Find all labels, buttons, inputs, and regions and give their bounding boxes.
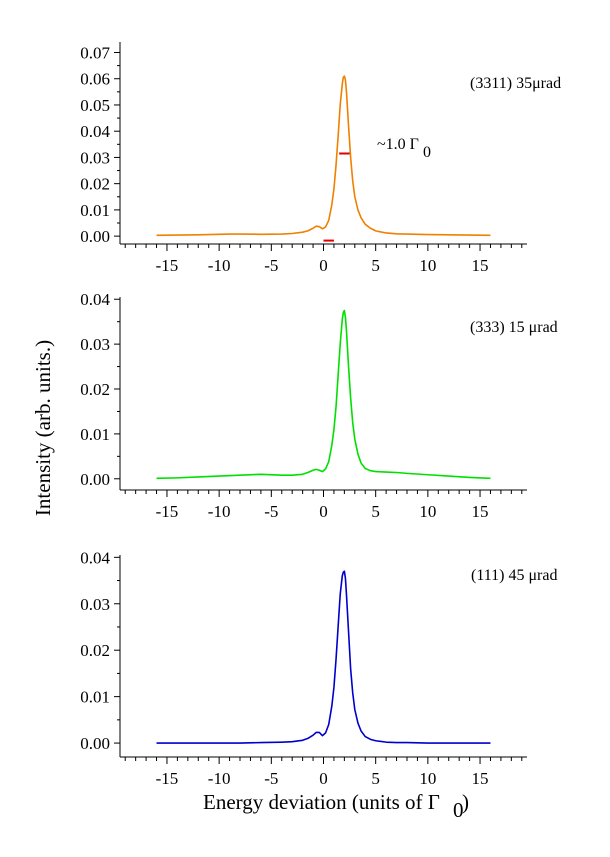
y-tick-label: 0.02 bbox=[80, 175, 110, 194]
fwhm-label-subscript: 0 bbox=[423, 144, 431, 161]
x-tick-label: 0 bbox=[319, 256, 328, 275]
x-tick-label: 15 bbox=[472, 256, 489, 275]
x-tick-label: 5 bbox=[371, 769, 380, 788]
y-tick-label: 0.03 bbox=[80, 335, 110, 354]
x-tick-label: 10 bbox=[419, 769, 436, 788]
x-tick-label: -10 bbox=[208, 502, 231, 521]
x-tick-label: -15 bbox=[156, 256, 179, 275]
x-tick-label: 15 bbox=[472, 502, 489, 521]
panel-111: 0.00 0.01 0.02 0.03 0.04 -15 -10 -5 0 5 10 15 (111) … bbox=[80, 548, 557, 822]
y-tick-label: 0.03 bbox=[80, 148, 110, 167]
x-tick-label: 0 bbox=[319, 502, 328, 521]
x-tick-label: -5 bbox=[264, 502, 278, 521]
x-tick-label: -5 bbox=[264, 256, 278, 275]
x-axis-title-end: ) bbox=[462, 790, 469, 814]
x-axis-title-subscript: 0 bbox=[453, 798, 464, 822]
x-tick-label: 10 bbox=[419, 502, 436, 521]
x-axis-title: Energy deviation (units of Γ bbox=[203, 790, 440, 814]
y-tick-label: 0.04 bbox=[80, 548, 110, 567]
y-tick-label: 0.01 bbox=[80, 425, 110, 444]
fwhm-label: ~1.0 Γ bbox=[377, 136, 419, 153]
x-tick-label: 0 bbox=[319, 769, 328, 788]
y-tick-label: 0.06 bbox=[80, 70, 110, 89]
y-tick-label: 0.02 bbox=[80, 380, 110, 399]
x-tick-label: -10 bbox=[208, 769, 231, 788]
x-tick-label: 10 bbox=[419, 256, 436, 275]
y-tick-label: 0.04 bbox=[80, 122, 110, 141]
series-line bbox=[156, 75, 491, 237]
y-tick-label: 0.05 bbox=[80, 96, 110, 115]
y-tick-label: 0.03 bbox=[80, 595, 110, 614]
series-line bbox=[156, 309, 491, 480]
y-tick-label: 0.07 bbox=[80, 43, 110, 62]
panel-annotation: (3311) 35μrad bbox=[470, 75, 561, 92]
y-tick-label: 0.04 bbox=[80, 290, 110, 309]
x-tick-label: 5 bbox=[371, 256, 380, 275]
y-tick-label: 0.01 bbox=[80, 201, 110, 220]
x-tick-label: -15 bbox=[156, 769, 179, 788]
panel-333: 0.00 0.01 0.02 0.03 0.04 -15 -10 -5 0 5 10 15 (333) … bbox=[80, 290, 557, 521]
y-axis-title: Intensity (arb. units.) bbox=[31, 340, 55, 516]
x-tick-label: 5 bbox=[371, 502, 380, 521]
y-tick-label: 0.01 bbox=[80, 688, 110, 707]
y-tick-label: 0.00 bbox=[80, 470, 110, 489]
panel-annotation: (333) 15 μrad bbox=[470, 319, 558, 336]
y-tick-label: 0.00 bbox=[80, 734, 110, 753]
x-tick-label: 15 bbox=[472, 769, 489, 788]
x-tick-label: -15 bbox=[156, 502, 179, 521]
y-tick-label: 0.02 bbox=[80, 641, 110, 660]
series-line bbox=[156, 570, 491, 744]
x-tick-label: -10 bbox=[208, 256, 231, 275]
panel-3311: 0.00 0.01 0.02 0.03 0.04 0.05 0.06 0.07 -15 -10 -5… bbox=[80, 42, 561, 275]
y-tick-label: 0.00 bbox=[80, 227, 110, 246]
panel-annotation: (111) 45 μrad bbox=[471, 567, 557, 584]
x-tick-label: -5 bbox=[264, 769, 278, 788]
